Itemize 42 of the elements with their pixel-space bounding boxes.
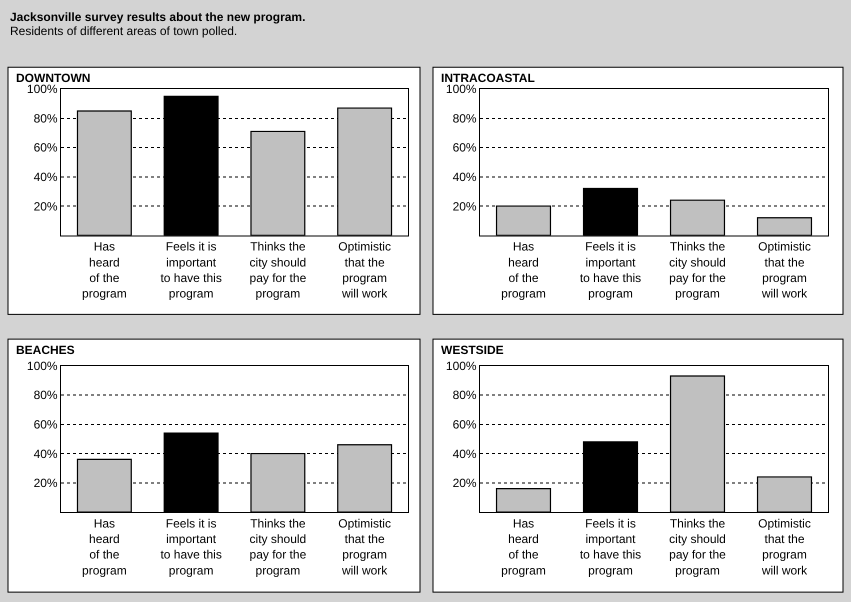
y-tick-label: 20% <box>34 199 58 214</box>
y-tick-label: 20% <box>34 476 58 490</box>
x-tick-label: Feels it is important to have this program <box>160 516 222 578</box>
chart-title: BEACHES <box>16 343 75 357</box>
y-tick-label: 60% <box>34 417 58 432</box>
y-tick-label: 100% <box>26 358 58 373</box>
x-tick-label: Thinks the city should pay for the program <box>250 516 307 578</box>
chart-title: DOWNTOWN <box>16 71 90 85</box>
x-tick-label: Has heard of the program <box>501 240 546 301</box>
y-tick-label: 80% <box>34 388 58 402</box>
x-tick-label: Optimistic that the program will work <box>338 240 391 301</box>
y-tick-label: 40% <box>34 170 58 184</box>
x-tick-label: Has heard of the program <box>82 516 127 578</box>
y-tick-label: 20% <box>452 476 477 490</box>
x-tick-label: Thinks the city should pay for the program <box>669 516 726 578</box>
y-tick-label: 60% <box>452 140 477 155</box>
y-tick-label: 100% <box>446 82 477 96</box>
y-tick-label: 40% <box>34 446 58 461</box>
y-tick-label: 20% <box>452 199 477 214</box>
y-tick-label: 40% <box>452 170 477 184</box>
y-tick-label: 60% <box>452 417 477 432</box>
x-tick-label: Has heard of the program <box>82 240 127 301</box>
chart-title: WESTSIDE <box>441 343 504 357</box>
x-tick-label: Optimistic that the program will work <box>338 516 391 578</box>
y-tick-label: 80% <box>452 388 477 402</box>
x-tick-label: Optimistic that the program will work <box>758 516 811 578</box>
x-tick-label: Feels it is important to have this program <box>580 516 642 578</box>
chart-title: INTRACOASTAL <box>441 71 535 85</box>
x-tick-label: Thinks the city should pay for the program <box>669 240 726 301</box>
y-tick-label: 80% <box>34 111 58 126</box>
text: Jacksonville survey results about the new program. <box>10 10 306 24</box>
y-tick-label: 80% <box>452 111 477 126</box>
y-tick-label: 60% <box>34 140 58 155</box>
x-tick-label: Feels it is important to have this program <box>160 240 222 301</box>
x-tick-label: Has heard of the program <box>501 516 546 578</box>
y-tick-label: 100% <box>26 82 58 96</box>
x-tick-label: Thinks the city should pay for the program <box>250 240 307 301</box>
x-tick-label: Feels it is important to have this program <box>580 240 642 301</box>
x-tick-label: Optimistic that the program will work <box>758 240 811 301</box>
y-tick-label: 40% <box>452 446 477 461</box>
y-tick-label: 100% <box>446 358 477 373</box>
text: Residents of different areas of town polled. <box>10 24 238 38</box>
